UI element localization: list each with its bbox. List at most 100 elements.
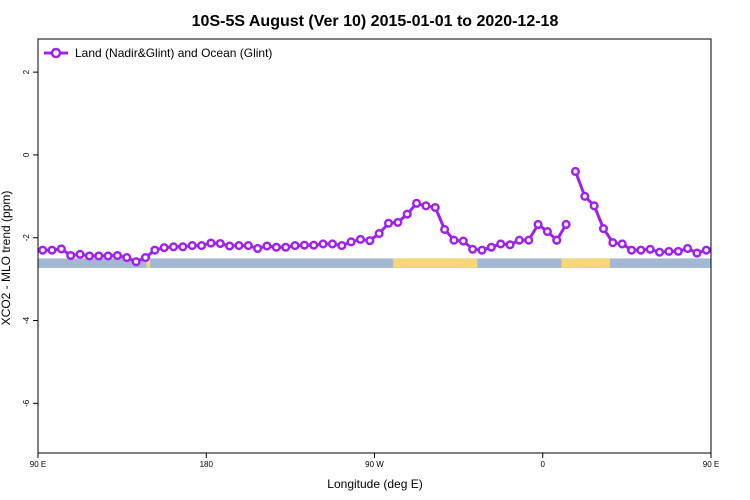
- data-point: [524, 235, 534, 245]
- legend-label: Land (Nadir&Glint) and Ocean (Glint): [75, 46, 272, 60]
- data-point: [38, 245, 48, 255]
- data-point: [664, 246, 674, 256]
- data-point: [234, 241, 244, 251]
- data-point: [655, 247, 665, 257]
- data-point: [570, 166, 581, 177]
- data-point: [122, 253, 132, 263]
- data-point: [561, 219, 571, 230]
- data-point: [262, 241, 272, 251]
- map-strip-land-0: [146, 258, 151, 268]
- y-tick-label: -6: [22, 399, 31, 407]
- data-point: [187, 241, 197, 251]
- map-strip-land-2: [561, 258, 611, 268]
- map-strip-ocean: [38, 258, 711, 268]
- data-point: [355, 234, 366, 244]
- data-point: [552, 235, 562, 245]
- data-point: [140, 253, 151, 263]
- data-point: [206, 238, 216, 248]
- data-point: [215, 238, 225, 249]
- x-tick-label: 90 W: [365, 460, 384, 469]
- data-point: [514, 235, 524, 245]
- data-point: [383, 218, 394, 228]
- data-point: [496, 239, 506, 249]
- data-point: [722, 247, 729, 254]
- data-point: [112, 250, 123, 261]
- y-axis: 2 0 -2 -4 -6: [22, 69, 38, 407]
- data-point: [131, 257, 141, 267]
- data-point: [701, 245, 711, 255]
- data-point: [712, 247, 719, 254]
- data-point: [421, 201, 431, 211]
- map-strip-land-1: [393, 258, 478, 268]
- data-point: [608, 238, 618, 248]
- x-axis: 90 E 180 90 W 0 90 E: [30, 453, 719, 469]
- y-tick-label: -2: [22, 234, 31, 242]
- data-point: [458, 236, 468, 246]
- x-tick-label: 90 E: [703, 460, 719, 469]
- data-point: [626, 245, 637, 255]
- data-point: [327, 239, 337, 249]
- data-point: [290, 241, 300, 251]
- data-point: [533, 219, 543, 230]
- y-tick-label: 2: [22, 69, 31, 74]
- data-point: [430, 202, 440, 213]
- x-axis-label: Longitude (deg E): [327, 477, 422, 491]
- data-point: [636, 245, 646, 255]
- data-point: [253, 243, 263, 254]
- data-point: [299, 240, 309, 250]
- data-point: [449, 235, 459, 245]
- y-tick-label: 0: [22, 152, 31, 157]
- data-point: [486, 242, 496, 252]
- plot-area: [38, 166, 747, 268]
- data-point: [197, 241, 207, 251]
- data-point: [94, 251, 104, 261]
- x-tick-label: 180: [200, 460, 214, 469]
- data-point: [580, 191, 590, 201]
- data-point: [505, 240, 515, 250]
- data-point: [598, 224, 609, 234]
- data-point: [318, 239, 328, 249]
- data-point: [589, 201, 599, 211]
- data-point: [402, 209, 412, 219]
- legend: Land (Nadir&Glint) and Ocean (Glint): [44, 46, 272, 60]
- data-point: [683, 243, 693, 254]
- data-point: [731, 246, 738, 253]
- data-point: [346, 237, 356, 247]
- y-tick-label: -4: [22, 316, 31, 324]
- data-point: [103, 251, 113, 261]
- data-point: [47, 245, 57, 255]
- data-point: [542, 226, 552, 237]
- data-point: [393, 217, 403, 227]
- data-point: [66, 250, 76, 261]
- series-line-0-2: [574, 170, 711, 255]
- data-point: [150, 245, 160, 255]
- chart-title: 10S-5S August (Ver 10) 2015-01-01 to 202…: [192, 13, 559, 30]
- data-point: [225, 241, 235, 251]
- data-point: [374, 229, 384, 239]
- data-point: [75, 249, 85, 259]
- data-point: [365, 236, 375, 246]
- data-point: [477, 245, 487, 255]
- y-axis-label: XCO2 - MLO trend (ppm): [0, 191, 13, 326]
- legend-point-marker: [50, 47, 62, 59]
- data-point: [337, 241, 347, 251]
- data-point: [617, 239, 627, 249]
- data-point: [281, 242, 291, 252]
- data-point: [271, 242, 281, 252]
- data-point: [673, 246, 683, 256]
- data-point: [440, 224, 450, 234]
- data-point: [412, 198, 422, 208]
- data-point: [309, 240, 319, 250]
- plot-content: [38, 166, 747, 268]
- x-tick-label: 90 E: [30, 460, 46, 469]
- data-point: [56, 244, 66, 254]
- data-point: [468, 244, 478, 254]
- data-point: [645, 244, 655, 254]
- data-point: [692, 248, 702, 258]
- data-point: [159, 243, 169, 253]
- data-point: [168, 242, 179, 252]
- x-tick-label: 0: [541, 460, 546, 469]
- data-point: [178, 242, 188, 252]
- data-point: [740, 252, 747, 259]
- data-point: [243, 241, 253, 251]
